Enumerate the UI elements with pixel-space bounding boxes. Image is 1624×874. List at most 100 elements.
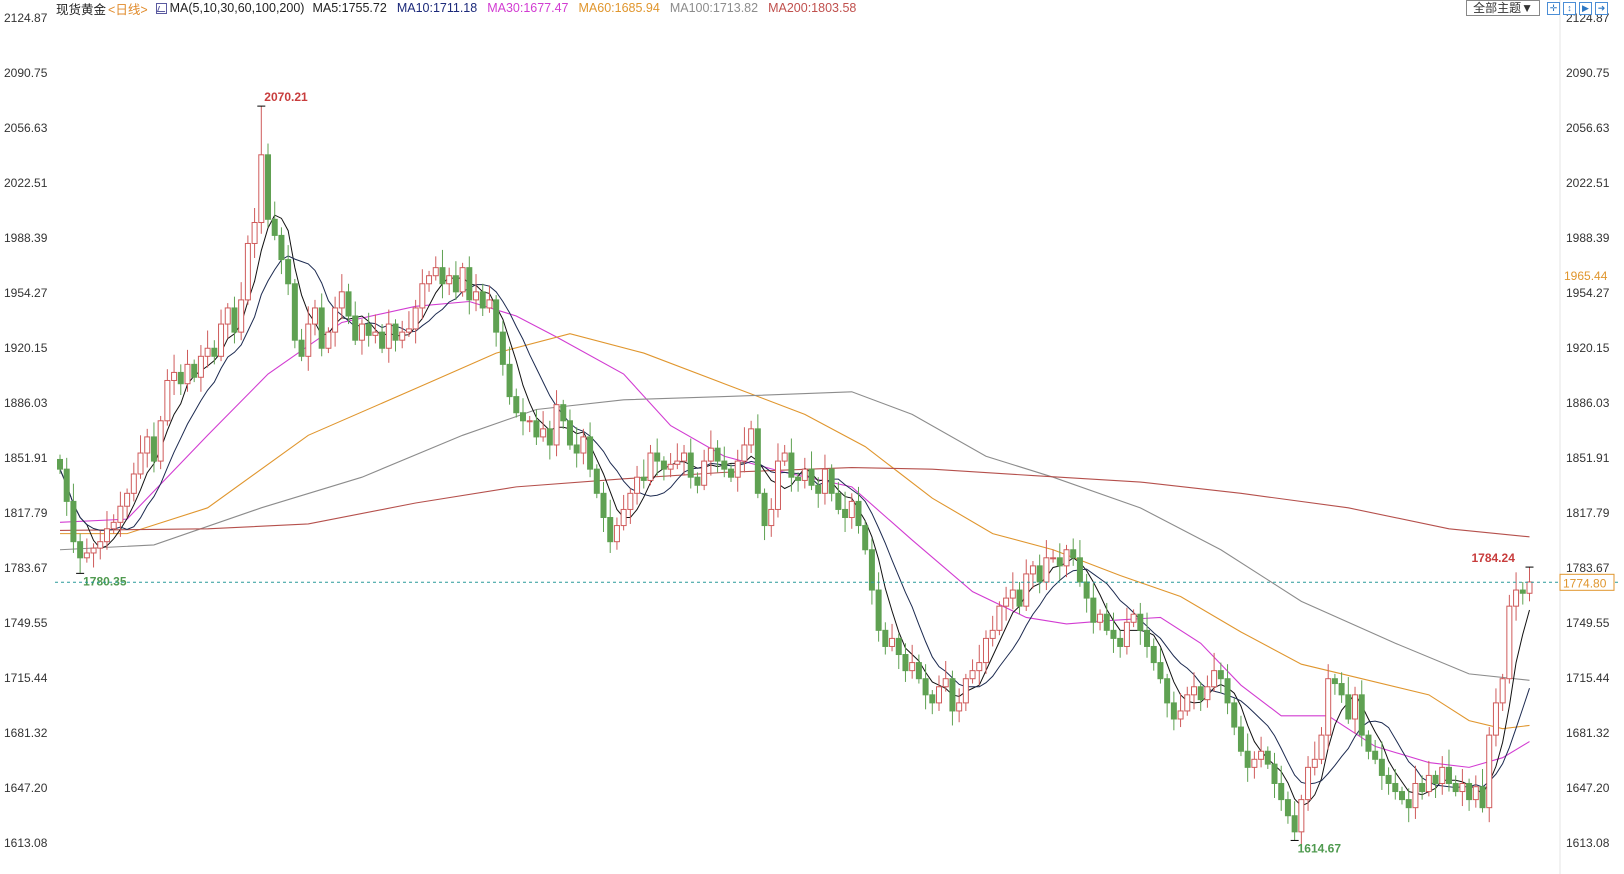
candle-body [1358,694,1365,736]
y-tick-right: 1749.55 [1566,616,1610,630]
candle [936,675,943,711]
ma-line-ma100 [59,391,1530,681]
candle [70,483,77,553]
candle [184,349,191,392]
ma-value-4: MA100:1713.82 [669,1,759,15]
candle [949,670,956,726]
candle [526,415,533,433]
y-tick-left: 1817.79 [4,506,48,520]
candle-body [1466,782,1473,801]
candle [1204,675,1211,708]
candle-body [1499,678,1506,704]
candle-body [1177,710,1184,720]
candle-body [405,328,412,333]
candle-body [318,307,325,349]
candle-body [479,291,486,309]
candle [922,664,929,710]
y-tick-left: 1749.55 [4,616,48,630]
y-tick-right: 2124.87 [1566,11,1610,25]
candle [1264,746,1271,769]
candle-body [224,307,231,325]
candle-body [774,460,781,510]
candle [1372,739,1379,765]
ma-params: MA(5,10,30,60,100,200) [169,1,305,15]
y-tick-left: 2056.63 [4,121,48,135]
candle-body [761,492,768,527]
period-selector[interactable]: <日线> [108,2,148,17]
candle-body [526,420,533,423]
candle-body [1157,662,1164,680]
candle-body [439,267,446,285]
y-tick-left: 2022.51 [4,176,48,190]
candle [1003,586,1010,621]
candle [1439,756,1446,795]
candle [103,511,110,550]
theme-dropdown[interactable]: 全部主题▼ [1466,0,1540,16]
candle [694,472,701,494]
y-tick-right: 1681.32 [1566,726,1610,740]
candle [177,364,184,395]
candle [1050,549,1057,563]
zoom-range-icon[interactable]: ↕ [1563,1,1576,15]
candle-body [446,275,453,285]
play-forward-icon[interactable]: ▶ [1579,1,1592,15]
candle [1526,567,1533,602]
candle [493,295,500,347]
candle-body [540,428,547,438]
candle [553,390,560,457]
candle-body [1486,734,1493,809]
candle-body [996,605,1003,631]
candle [734,449,741,492]
candle [352,301,359,346]
candle [1466,778,1473,811]
candle-body [130,473,137,494]
y-tick-right: 2022.51 [1566,176,1610,190]
candle [546,420,553,460]
ma-value-2: MA30:1677.47 [487,1,569,15]
candle [1432,770,1439,798]
candle [976,644,983,686]
candle [251,208,258,258]
candle-body [1003,597,1010,607]
candle-body [573,444,580,454]
candle-body [942,678,949,688]
candle [265,143,272,228]
candle-body [868,549,875,591]
candle [1056,543,1063,581]
candle-body [110,521,117,530]
candle-body [1016,589,1023,607]
candle [560,399,567,429]
candle [238,282,245,341]
candle [1110,612,1117,653]
candle-body [640,476,647,481]
candle-body [895,637,902,656]
candle-body [1298,799,1305,833]
candle [815,477,822,508]
crosshair-icon[interactable]: ✛ [1547,1,1560,15]
candle [1452,775,1459,797]
candle [486,285,493,313]
candle-body [788,452,795,478]
candle [1506,594,1513,684]
candle [1063,544,1070,578]
candle-body [519,412,526,422]
candle [835,482,842,515]
y-tick-right: 2056.63 [1566,121,1610,135]
instrument-name: 现货黄金 [56,2,107,17]
candle [231,296,238,344]
candle [848,493,855,529]
candle [613,517,620,550]
candle-body [392,323,399,341]
exit-icon[interactable]: ➜ [1595,1,1608,15]
candle-body [1432,774,1439,784]
candle [1338,672,1345,703]
candle-body [1284,799,1291,817]
candle [748,420,755,454]
ma-indicator-icon[interactable] [155,2,167,14]
candle [1331,673,1338,695]
candle [956,688,963,723]
candle [701,449,708,491]
candle-body [345,291,352,317]
candle-body [1237,726,1244,752]
